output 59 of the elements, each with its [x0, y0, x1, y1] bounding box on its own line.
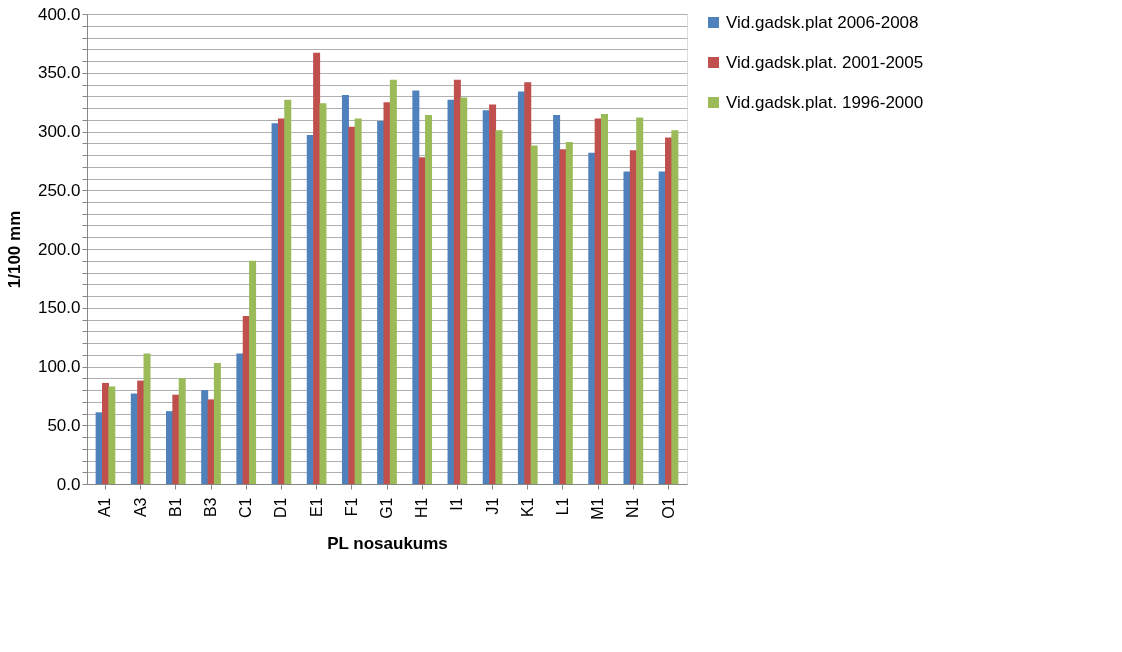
bar: [601, 113, 608, 484]
y-tick-label: 350.0: [37, 63, 81, 83]
bar: [354, 118, 362, 484]
bar: [524, 82, 532, 484]
bar: [389, 79, 397, 484]
bar: [108, 386, 116, 484]
legend-label: Vid.gadsk.plat. 2001-2005: [726, 52, 924, 72]
x-tick-label: M1: [589, 497, 607, 520]
bar: [137, 380, 145, 484]
x-tick-label: I1: [448, 497, 466, 511]
x-tick-label: K1: [518, 497, 536, 518]
bar: [530, 145, 538, 484]
y-tick-label: 0.0: [56, 474, 81, 494]
y-tick-label: 50.0: [47, 415, 81, 435]
x-tick-label: C1: [237, 497, 255, 518]
y-tick-label: 400.0: [37, 4, 81, 24]
bar: [636, 117, 644, 484]
bar: [213, 362, 221, 484]
x-tick-label: A1: [96, 497, 114, 518]
bar: [495, 130, 503, 484]
x-tick-label: D1: [272, 497, 290, 518]
bar: [143, 353, 151, 484]
bar: [249, 260, 257, 484]
bar: [319, 103, 327, 484]
legend-label: Vid.gadsk.plat 2006-2008: [726, 12, 919, 32]
y-axis-title: 1/100 mm: [4, 210, 24, 289]
bar: [284, 99, 292, 484]
bar: [559, 149, 567, 484]
x-tick-label: L1: [553, 497, 571, 516]
x-tick-label: B1: [166, 497, 184, 518]
x-tick-label: N1: [624, 497, 642, 518]
x-tick-label: B3: [202, 497, 220, 518]
x-axis-title: PL nosaukums: [327, 533, 448, 553]
x-tick-label: E1: [307, 497, 325, 518]
y-tick-label: 250.0: [37, 180, 81, 200]
y-tick-label: 150.0: [37, 298, 81, 318]
bar: [671, 130, 679, 484]
x-tick-label: A3: [131, 497, 149, 518]
bar: [236, 353, 244, 484]
bar: [460, 97, 468, 484]
bar: [412, 90, 420, 484]
y-tick-label: 200.0: [37, 239, 81, 259]
y-tick-label: 300.0: [37, 122, 81, 141]
bar: [623, 171, 631, 484]
x-tick-label: J1: [483, 497, 501, 515]
bar: [178, 378, 186, 484]
y-tick-label: 100.0: [37, 357, 81, 376]
bar: [588, 152, 596, 484]
bar: [201, 390, 209, 484]
bar: [377, 120, 385, 484]
bar: [348, 126, 356, 484]
bar: [565, 142, 573, 484]
bar: [172, 394, 180, 484]
x-tick-label: F1: [342, 497, 360, 517]
legend-label: Vid.gadsk.plat. 1996-2000: [726, 92, 924, 112]
x-tick-label: H1: [413, 497, 431, 518]
bar: [425, 115, 433, 484]
x-tick-label: O1: [659, 497, 677, 519]
x-tick-label: G1: [378, 497, 395, 519]
